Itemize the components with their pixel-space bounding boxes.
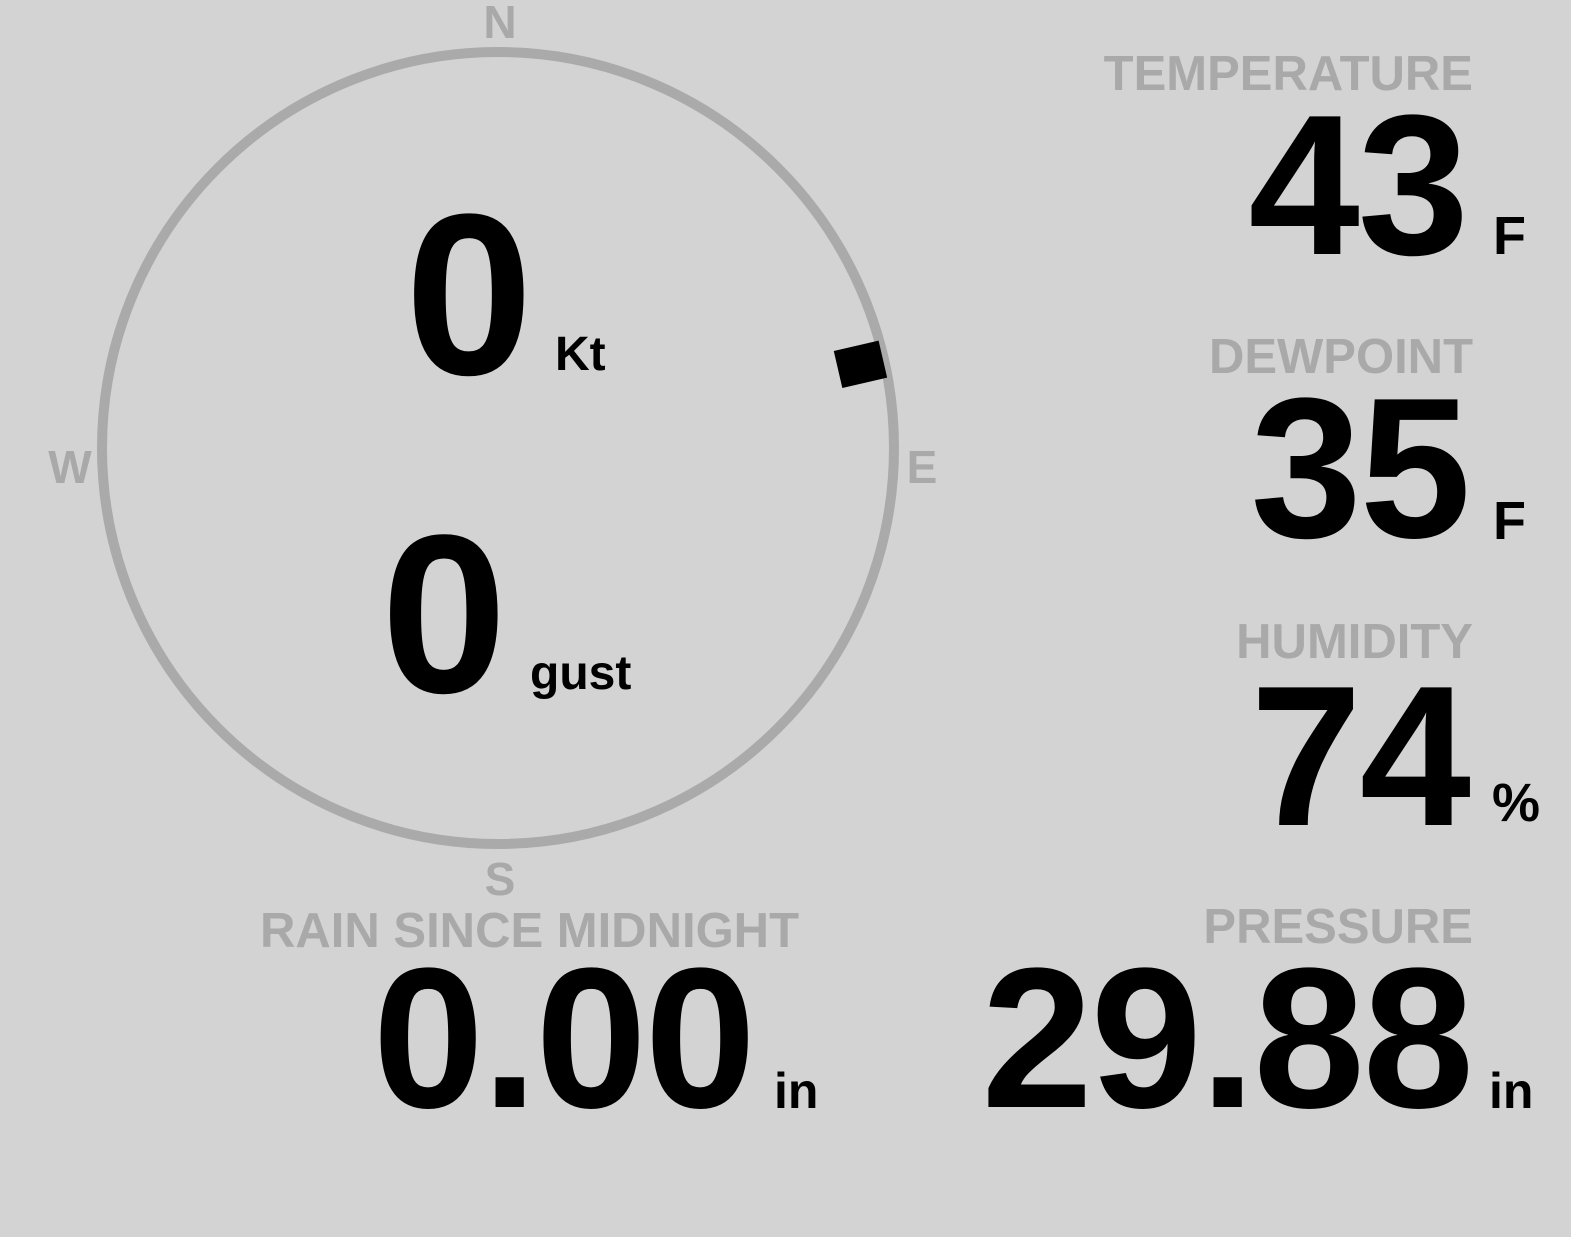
compass-west: W [48,441,92,493]
rain-label: RAIN SINCE MIDNIGHT [260,904,799,958]
wind-gust-value: 0 [381,487,507,740]
temperature-unit: F [1493,206,1526,266]
humidity-unit: % [1492,773,1541,833]
temperature-value: 43 [1248,74,1469,297]
compass-south: S [484,853,516,905]
dewpoint-label: DEWPOINT [1208,330,1473,384]
pressure-unit: in [1489,1063,1534,1119]
temperature-label: TEMPERATURE [1103,47,1473,101]
wind-speed-unit: Kt [555,328,606,381]
dewpoint-value: 35 [1250,357,1471,580]
pressure-label: PRESSURE [1203,900,1473,954]
humidity-value: 74 [1250,645,1471,868]
pressure-value: 29.88 [981,927,1474,1150]
wind-direction-marker [833,340,888,389]
rain-unit: in [774,1063,819,1119]
compass-ring [97,47,899,849]
humidity-label: HUMIDITY [1236,615,1473,669]
compass-north: N [483,0,517,48]
wind-gust-unit: gust [530,647,632,700]
wind-speed-value: 0 [405,166,533,423]
dewpoint-unit: F [1493,491,1526,551]
rain-value: 0.00 [372,927,756,1150]
compass-east: E [906,441,938,493]
